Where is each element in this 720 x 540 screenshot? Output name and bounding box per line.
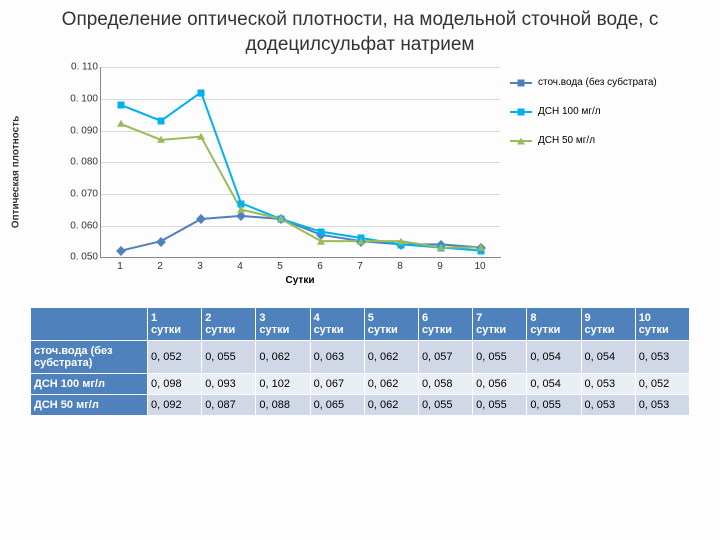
legend-item: ДСН 100 мг/л: [510, 106, 657, 117]
legend-item: сточ.вода (без субстрата): [510, 77, 657, 88]
table-col-header: 6сутки: [418, 308, 472, 341]
table-cell: 0, 093: [202, 374, 256, 395]
table-cell: 0, 055: [473, 395, 527, 416]
data-marker: [397, 237, 405, 244]
data-marker: [118, 102, 125, 109]
table-cell: 0, 055: [473, 341, 527, 374]
legend-label: ДСН 50 мг/л: [538, 135, 595, 146]
legend: сточ.вода (без субстрата) ДСН 100 мг/л ДСН…: [510, 77, 657, 164]
legend-swatch: [510, 82, 532, 84]
table-cell: 0, 062: [364, 395, 418, 416]
plot-area: [100, 67, 501, 258]
table-cell: 0, 055: [418, 395, 472, 416]
table-cell: 0, 054: [527, 341, 581, 374]
table-cell: 0, 058: [418, 374, 472, 395]
table-col-header: 2сутки: [202, 308, 256, 341]
table-cell: 0, 098: [148, 374, 202, 395]
table-cell: 0, 102: [256, 374, 310, 395]
legend-swatch: [510, 111, 532, 113]
table-cell: 0, 053: [581, 395, 635, 416]
table-cell: 0, 092: [148, 395, 202, 416]
x-tick: 1: [117, 261, 123, 272]
table-cell: 0, 087: [202, 395, 256, 416]
table-cell: 0, 053: [635, 395, 689, 416]
y-tick: 0. 050: [60, 252, 98, 263]
table-cell: 0, 053: [581, 374, 635, 395]
y-tick: 0. 110: [60, 62, 98, 73]
y-tick: 0. 080: [60, 157, 98, 168]
chart: Оптическая плотность 0. 0500. 0600. 0700…: [50, 57, 690, 287]
legend-item: ДСН 50 мг/л: [510, 135, 657, 146]
table-col-header: 3сутки: [256, 308, 310, 341]
data-marker: [197, 133, 205, 140]
table-cell: 0, 052: [148, 341, 202, 374]
data-marker: [317, 237, 325, 244]
table-cell: 0, 056: [473, 374, 527, 395]
table-row: ДСН 50 мг/л0, 0920, 0870, 0880, 0650, 06…: [31, 395, 690, 416]
table-row-header: ДСН 100 мг/л: [31, 374, 148, 395]
table-cell: 0, 055: [527, 395, 581, 416]
table-col-header: 1сутки: [148, 308, 202, 341]
page-title: Определение оптической плотности, на мод…: [0, 0, 720, 57]
table-row-header: ДСН 50 мг/л: [31, 395, 148, 416]
y-tick: 0. 100: [60, 94, 98, 105]
table-row-header: сточ.вода (без субстрата): [31, 341, 148, 374]
data-marker: [157, 136, 165, 143]
table-col-header: 9сутки: [581, 308, 635, 341]
table-col-header: 4сутки: [310, 308, 364, 341]
table-cell: 0, 065: [310, 395, 364, 416]
table-cell: 0, 054: [581, 341, 635, 374]
data-marker: [158, 118, 165, 125]
table-col-header: 10сутки: [635, 308, 689, 341]
table-cell: 0, 062: [364, 374, 418, 395]
table-cell: 0, 055: [202, 341, 256, 374]
x-tick: 5: [277, 261, 283, 272]
y-tick: 0. 070: [60, 189, 98, 200]
table-row: ДСН 100 мг/л0, 0980, 0930, 1020, 0670, 0…: [31, 374, 690, 395]
data-marker: [117, 120, 125, 127]
x-tick: 2: [157, 261, 163, 272]
y-tick: 0. 060: [60, 220, 98, 231]
data-marker: [437, 244, 445, 251]
legend-label: сточ.вода (без субстрата): [538, 77, 657, 88]
x-tick: 3: [197, 261, 203, 272]
table-row: сточ.вода (без субстрата)0, 0520, 0550, …: [31, 341, 690, 374]
table-cell: 0, 088: [256, 395, 310, 416]
x-tick: 10: [474, 261, 485, 272]
table-col-header: 5сутки: [364, 308, 418, 341]
table-col-header: 7сутки: [473, 308, 527, 341]
data-marker: [277, 215, 285, 222]
x-axis-label: Сутки: [286, 275, 315, 286]
x-tick: 9: [437, 261, 443, 272]
table-cell: 0, 054: [527, 374, 581, 395]
table-cell: 0, 053: [635, 341, 689, 374]
table-cell: 0, 067: [310, 374, 364, 395]
data-marker: [237, 206, 245, 213]
data-marker: [318, 229, 325, 236]
x-tick: 7: [357, 261, 363, 272]
table-cell: 0, 062: [364, 341, 418, 374]
series-line: [121, 124, 481, 248]
y-axis-label: Оптическая плотность: [11, 116, 22, 228]
legend-label: ДСН 100 мг/л: [538, 106, 601, 117]
table-corner: [31, 308, 148, 341]
data-table: 1сутки2сутки3сутки4сутки5сутки6сутки7сут…: [30, 307, 690, 416]
table-cell: 0, 052: [635, 374, 689, 395]
table-cell: 0, 063: [310, 341, 364, 374]
data-marker: [198, 89, 205, 96]
table-col-header: 8сутки: [527, 308, 581, 341]
legend-swatch: [510, 140, 532, 142]
x-tick: 8: [397, 261, 403, 272]
y-tick: 0. 090: [60, 125, 98, 136]
table-cell: 0, 062: [256, 341, 310, 374]
table-cell: 0, 057: [418, 341, 472, 374]
data-marker: [357, 237, 365, 244]
x-tick: 4: [237, 261, 243, 272]
data-marker: [477, 244, 485, 251]
x-tick: 6: [317, 261, 323, 272]
